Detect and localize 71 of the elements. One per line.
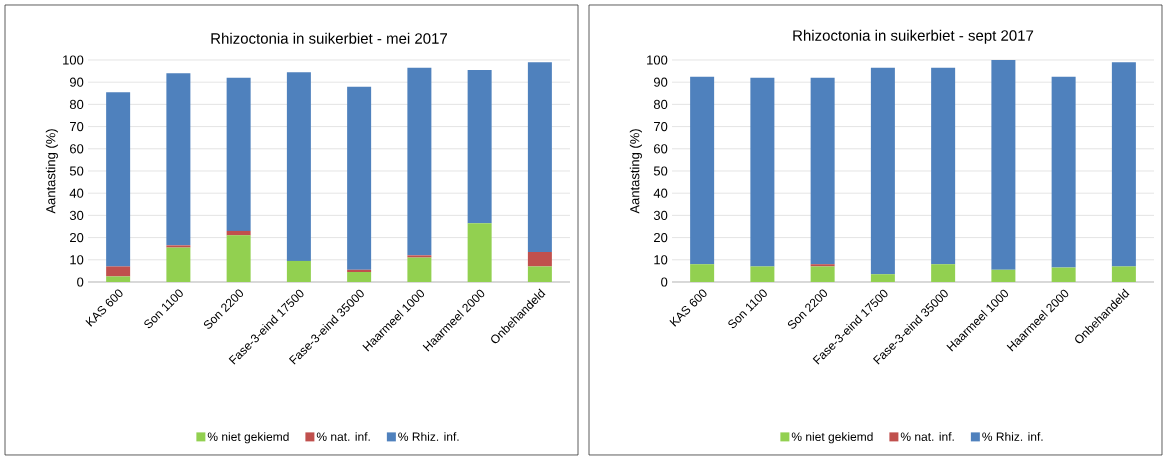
bar — [750, 266, 775, 282]
y-tick-label: 10 — [70, 255, 84, 265]
bar — [286, 260, 311, 282]
y-tick-label: 90 — [69, 77, 84, 87]
legend-label: % Rhiz. inf. — [982, 432, 1043, 441]
y-tick-label: 70 — [654, 121, 668, 132]
bar — [467, 69, 492, 224]
y-tick-label: 50 — [653, 166, 668, 176]
y-tick-label: 20 — [70, 232, 84, 243]
bar — [1051, 267, 1076, 282]
y-tick-label: 90 — [653, 77, 668, 87]
bar — [407, 255, 432, 258]
y-tick-label: 10 — [654, 255, 668, 265]
bar — [810, 77, 835, 265]
bar — [347, 269, 372, 272]
bar — [750, 77, 775, 267]
y-tick-label: 100 — [63, 55, 84, 65]
bar — [1051, 76, 1076, 268]
bar — [931, 67, 956, 265]
legend-label: % nat. inf. — [316, 432, 370, 441]
bar — [226, 77, 251, 231]
bar — [407, 67, 432, 256]
bar — [870, 67, 895, 275]
y-axis-title: Aantasting (%) — [45, 129, 58, 214]
y-tick-label: 0 — [77, 277, 84, 287]
bar — [527, 62, 552, 253]
bar — [166, 73, 191, 246]
y-tick-label: 80 — [653, 99, 668, 109]
chart-title: Rhizoctonia in suikerbiet - mei 2017 — [211, 32, 448, 44]
legend-label: % niet gekiemd — [791, 432, 873, 444]
legend-label: % Rhiz. inf. — [398, 432, 459, 441]
bar — [226, 230, 251, 236]
y-tick-label: 40 — [69, 188, 84, 198]
bar — [527, 252, 552, 267]
legend-label: % nat. inf. — [900, 432, 954, 441]
bar — [166, 245, 191, 248]
chart-title: Rhizoctonia in suikerbiet - sept 2017 — [793, 29, 1034, 44]
bar — [166, 247, 191, 282]
y-tick-label: 0 — [661, 277, 668, 287]
y-tick-label: 60 — [654, 144, 668, 154]
y-tick-label: 60 — [70, 144, 84, 154]
bar — [1111, 62, 1136, 267]
bar — [991, 59, 1016, 270]
bar — [690, 264, 715, 282]
y-tick-label: 30 — [653, 210, 668, 220]
y-axis-title: Aantasting (%) — [629, 129, 642, 214]
bar — [467, 223, 492, 282]
bar — [106, 276, 131, 282]
bar — [527, 266, 552, 282]
legend-label: % niet gekiemd — [207, 432, 289, 444]
bar — [106, 92, 131, 267]
bar — [407, 257, 432, 282]
bar — [810, 264, 835, 267]
y-tick-label: 40 — [653, 188, 668, 198]
bar — [991, 269, 1016, 282]
bar — [870, 274, 895, 282]
y-tick-label: 80 — [69, 99, 84, 109]
bar — [226, 235, 251, 282]
bar — [931, 264, 956, 282]
bar — [347, 86, 372, 270]
y-tick-label: 20 — [654, 232, 668, 243]
bar — [690, 76, 715, 265]
bar — [1111, 266, 1136, 282]
y-tick-label: 30 — [69, 210, 84, 220]
bar — [810, 266, 835, 282]
y-tick-label: 70 — [70, 121, 84, 132]
bar — [106, 266, 131, 277]
bar — [347, 272, 372, 282]
y-tick-label: 50 — [69, 166, 84, 176]
bar — [286, 72, 311, 261]
y-tick-label: 100 — [647, 55, 668, 65]
